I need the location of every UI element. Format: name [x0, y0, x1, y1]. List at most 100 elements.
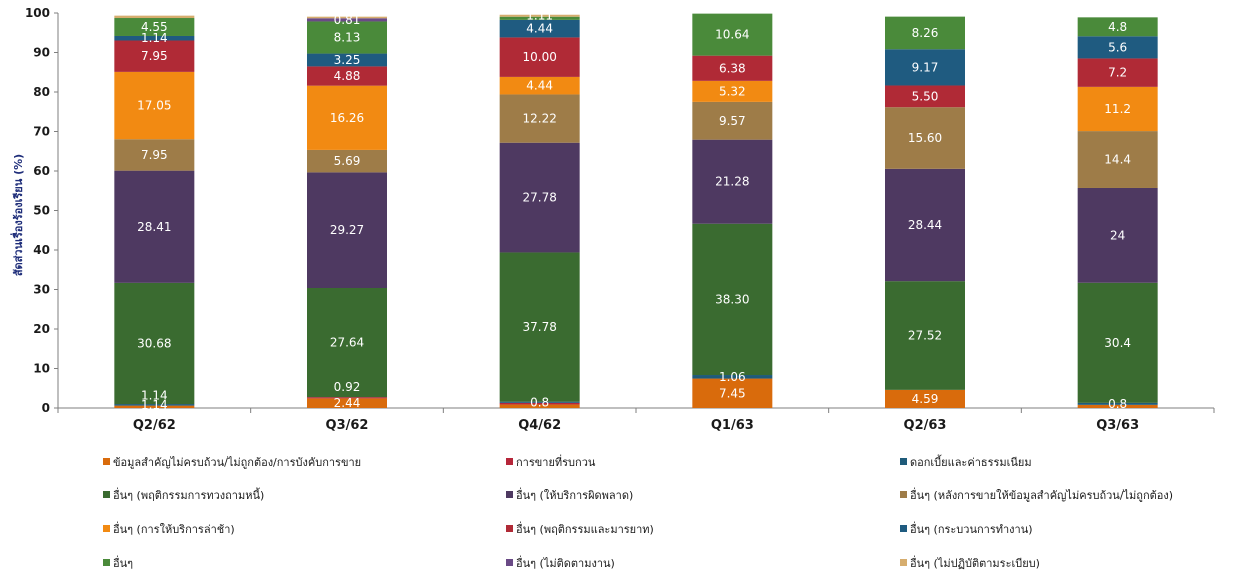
bar-segment	[499, 401, 580, 403]
bar-segment	[692, 378, 773, 408]
bar-segment	[114, 40, 195, 72]
bar-segment	[885, 16, 965, 50]
data-label: 28.41	[137, 220, 171, 234]
bar-segment	[499, 37, 580, 77]
bar-segment	[114, 170, 195, 283]
bar-segment	[307, 53, 387, 67]
bar-segment	[114, 139, 195, 171]
data-label: 7.2	[1108, 66, 1127, 80]
bar-segment	[114, 71, 195, 140]
x-tick-label: Q2/62	[133, 418, 176, 433]
bar-segment	[499, 14, 580, 17]
y-axis-title: สัดส่วนเรื่องร้องเรียน (%)	[12, 153, 25, 277]
bar-segment	[307, 21, 387, 54]
bar-segment	[307, 287, 387, 398]
bar-segment	[114, 15, 195, 19]
x-tick-label: Q3/62	[326, 418, 369, 433]
bar-segment	[692, 101, 773, 140]
bar-segment	[307, 398, 387, 408]
bar-segment	[499, 94, 580, 143]
data-label: 16.26	[330, 111, 364, 125]
bar-segment	[1077, 404, 1158, 408]
data-label: 5.32	[719, 84, 746, 98]
data-label: 1.14	[141, 389, 168, 403]
y-tick-label: 30	[33, 283, 50, 297]
bar-segment	[692, 375, 773, 379]
data-labels: 1.1430.6828.417.9517.057.951.144.552.442…	[137, 9, 1131, 412]
bar-segment	[307, 85, 387, 150]
data-label: 30.4	[1104, 336, 1131, 350]
bar-segment	[1077, 86, 1158, 132]
data-label: 1.14	[141, 398, 168, 412]
data-label: 28.44	[908, 218, 942, 232]
bar-segment	[114, 405, 195, 408]
data-label: 7.45	[719, 386, 746, 400]
bar-segment	[1077, 131, 1158, 188]
bar-segment	[692, 80, 773, 102]
data-label: 10.00	[522, 50, 556, 64]
y-tick-label: 0	[42, 401, 50, 415]
y-tick-label: 70	[33, 125, 50, 139]
bar-segment	[1077, 36, 1158, 59]
data-label: 11.2	[1104, 102, 1131, 116]
data-label: 27.78	[522, 191, 556, 205]
data-label: 4.8	[1108, 20, 1127, 34]
data-label: 10.64	[715, 28, 749, 42]
data-label: 38.30	[715, 292, 749, 306]
data-label: 0.8	[1108, 397, 1127, 411]
bar-segment	[114, 35, 195, 41]
data-label: 29.27	[330, 223, 364, 237]
bar-segment	[1077, 282, 1158, 403]
bar-segment	[114, 18, 195, 36]
bar-segment	[692, 223, 773, 376]
data-label: 30.68	[137, 336, 171, 350]
data-label: 7.95	[141, 148, 168, 162]
data-label: 21.28	[715, 175, 749, 189]
bar-segment	[499, 16, 580, 20]
y-tick-label: 40	[33, 243, 50, 257]
bar-segment	[692, 13, 773, 56]
data-label: 12.22	[522, 112, 556, 126]
x-tick-label: Q2/63	[904, 418, 947, 433]
bar-segment	[499, 404, 580, 408]
bars	[114, 13, 1158, 408]
bar-segment	[885, 281, 965, 390]
data-label: 0.8	[530, 395, 549, 409]
bar-segment	[307, 18, 387, 22]
bar-segment	[499, 142, 580, 253]
y-tick-label: 100	[25, 6, 50, 20]
bar-segment	[692, 55, 773, 81]
data-label: 4.55	[141, 20, 168, 34]
data-label: 24	[1110, 228, 1125, 242]
y-tick-label: 60	[33, 164, 50, 178]
bar-segment	[885, 107, 965, 169]
bar-segment	[692, 139, 773, 224]
data-label: 4.59	[912, 392, 939, 406]
bar-segment	[1077, 17, 1158, 37]
x-tick-label: Q4/62	[518, 418, 561, 433]
x-tick-label: Q3/63	[1096, 418, 1139, 433]
data-label: 4.44	[526, 79, 553, 93]
data-label: 5.6	[1108, 40, 1127, 54]
y-tick-label: 10	[33, 362, 50, 376]
bar-segment	[885, 168, 965, 282]
data-label: 0.81	[334, 13, 361, 27]
data-label: 4.44	[526, 22, 553, 36]
bar-segment	[1077, 402, 1158, 405]
data-label: 5.50	[912, 89, 939, 103]
bar-segment	[307, 16, 387, 19]
data-label: 4.88	[334, 69, 361, 83]
y-tick-label: 50	[33, 204, 50, 218]
axes: 0 10 20 30 40 50 60 70 80 90 100 Q2/62 Q3/62 Q4/62 Q1/…	[25, 6, 1215, 433]
bar-segment	[307, 66, 387, 86]
data-label: 3.25	[334, 53, 361, 67]
data-label: 9.57	[719, 114, 746, 128]
data-label: 8.26	[912, 26, 939, 40]
bar-segment	[499, 252, 580, 402]
data-label: 0.92	[334, 380, 361, 394]
x-tick-label: Q1/63	[711, 418, 754, 433]
data-label: 7.95	[141, 49, 168, 63]
bar-segment	[885, 49, 965, 86]
y-tick-label: 90	[33, 46, 50, 60]
